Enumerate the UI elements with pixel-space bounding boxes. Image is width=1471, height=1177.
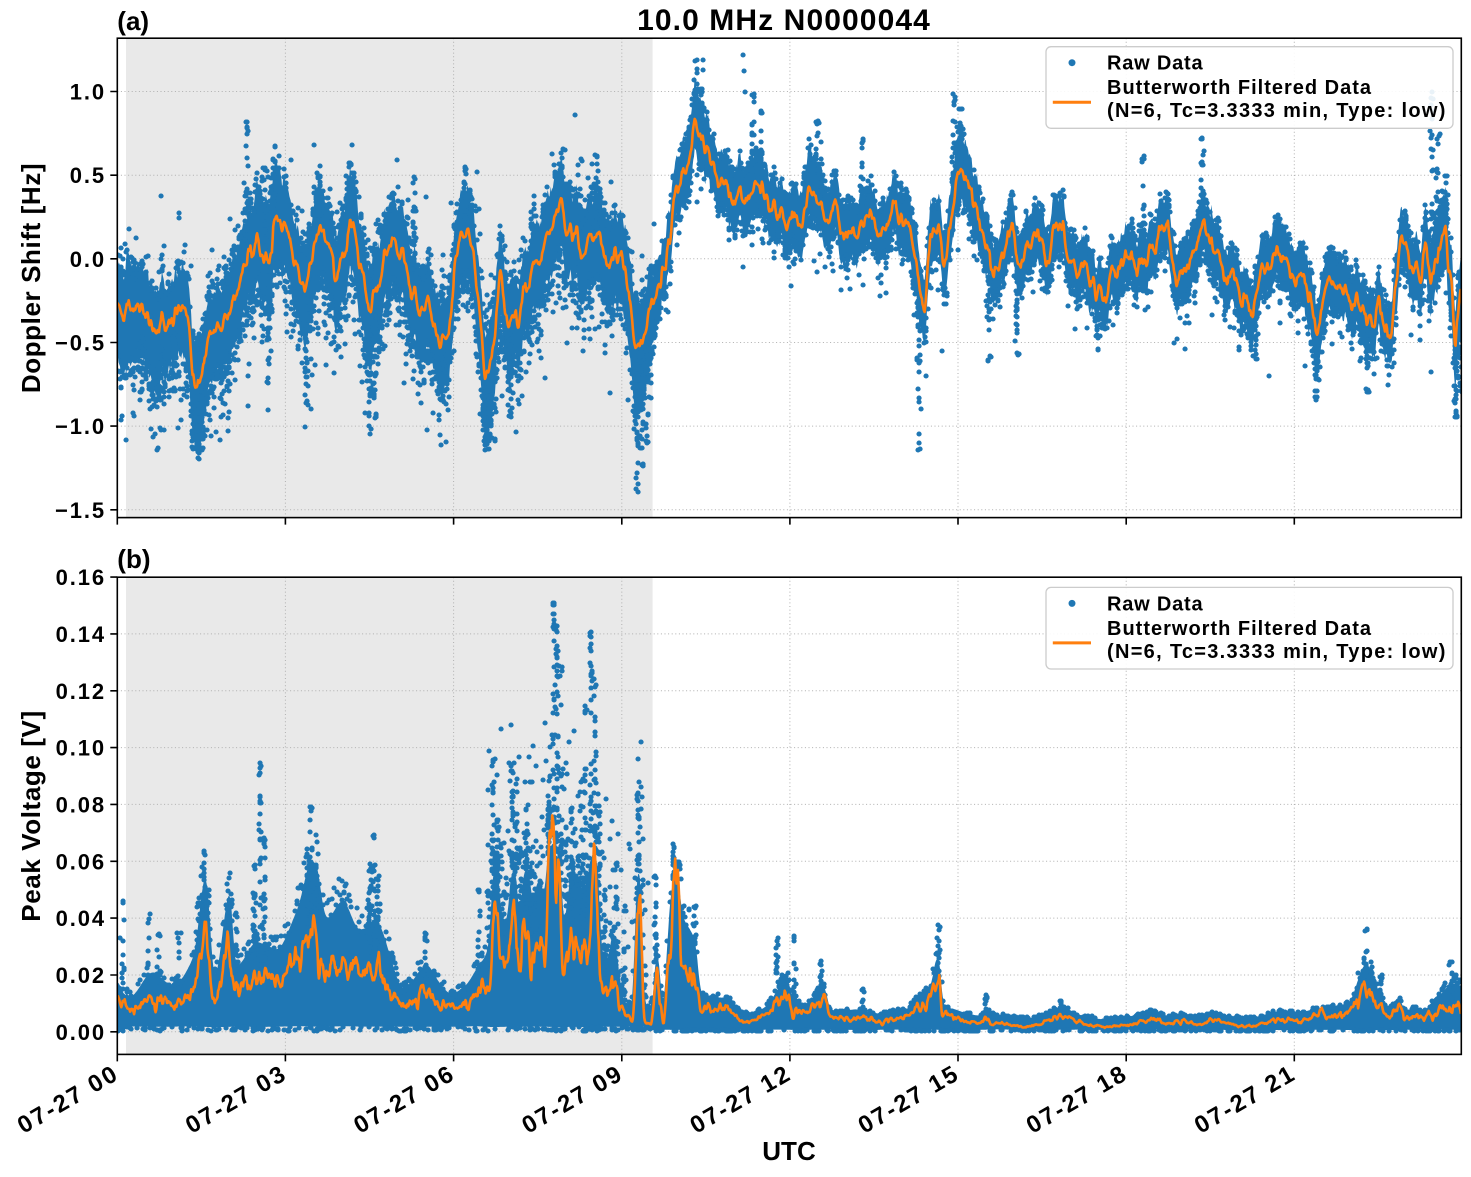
svg-text:(N=6, Tc=3.3333 min, Type: low: (N=6, Tc=3.3333 min, Type: low)	[1107, 641, 1447, 663]
svg-text:0.5: 0.5	[70, 163, 106, 188]
svg-text:−0.5: −0.5	[55, 331, 106, 356]
svg-text:−1.0: −1.0	[55, 414, 106, 439]
svg-text:UTC: UTC	[762, 1136, 816, 1166]
svg-text:0.00: 0.00	[56, 1020, 106, 1045]
svg-text:10.0 MHz N0000044: 10.0 MHz N0000044	[637, 4, 931, 37]
svg-text:Doppler Shift [Hz]: Doppler Shift [Hz]	[16, 163, 46, 393]
svg-text:0.04: 0.04	[56, 906, 106, 931]
svg-text:Butterworth Filtered Data: Butterworth Filtered Data	[1107, 618, 1372, 640]
svg-text:0.0: 0.0	[70, 247, 106, 272]
svg-text:Peak Voltage [V]: Peak Voltage [V]	[16, 710, 46, 921]
svg-text:0.16: 0.16	[56, 565, 106, 590]
svg-text:0.06: 0.06	[56, 849, 106, 874]
svg-text:0.14: 0.14	[56, 622, 106, 647]
svg-text:(N=6, Tc=3.3333 min, Type: low: (N=6, Tc=3.3333 min, Type: low)	[1107, 100, 1447, 122]
svg-text:(a): (a)	[117, 6, 149, 36]
svg-text:Raw Data: Raw Data	[1107, 593, 1204, 615]
svg-text:0.02: 0.02	[56, 963, 106, 988]
svg-text:Butterworth Filtered Data: Butterworth Filtered Data	[1107, 77, 1372, 99]
svg-text:(b): (b)	[117, 544, 150, 574]
svg-text:Raw Data: Raw Data	[1107, 53, 1204, 75]
svg-text:0.12: 0.12	[56, 679, 106, 704]
svg-text:0.10: 0.10	[56, 736, 106, 761]
svg-text:−1.5: −1.5	[55, 498, 106, 523]
svg-text:0.08: 0.08	[56, 792, 106, 817]
svg-text:1.0: 1.0	[70, 80, 106, 105]
